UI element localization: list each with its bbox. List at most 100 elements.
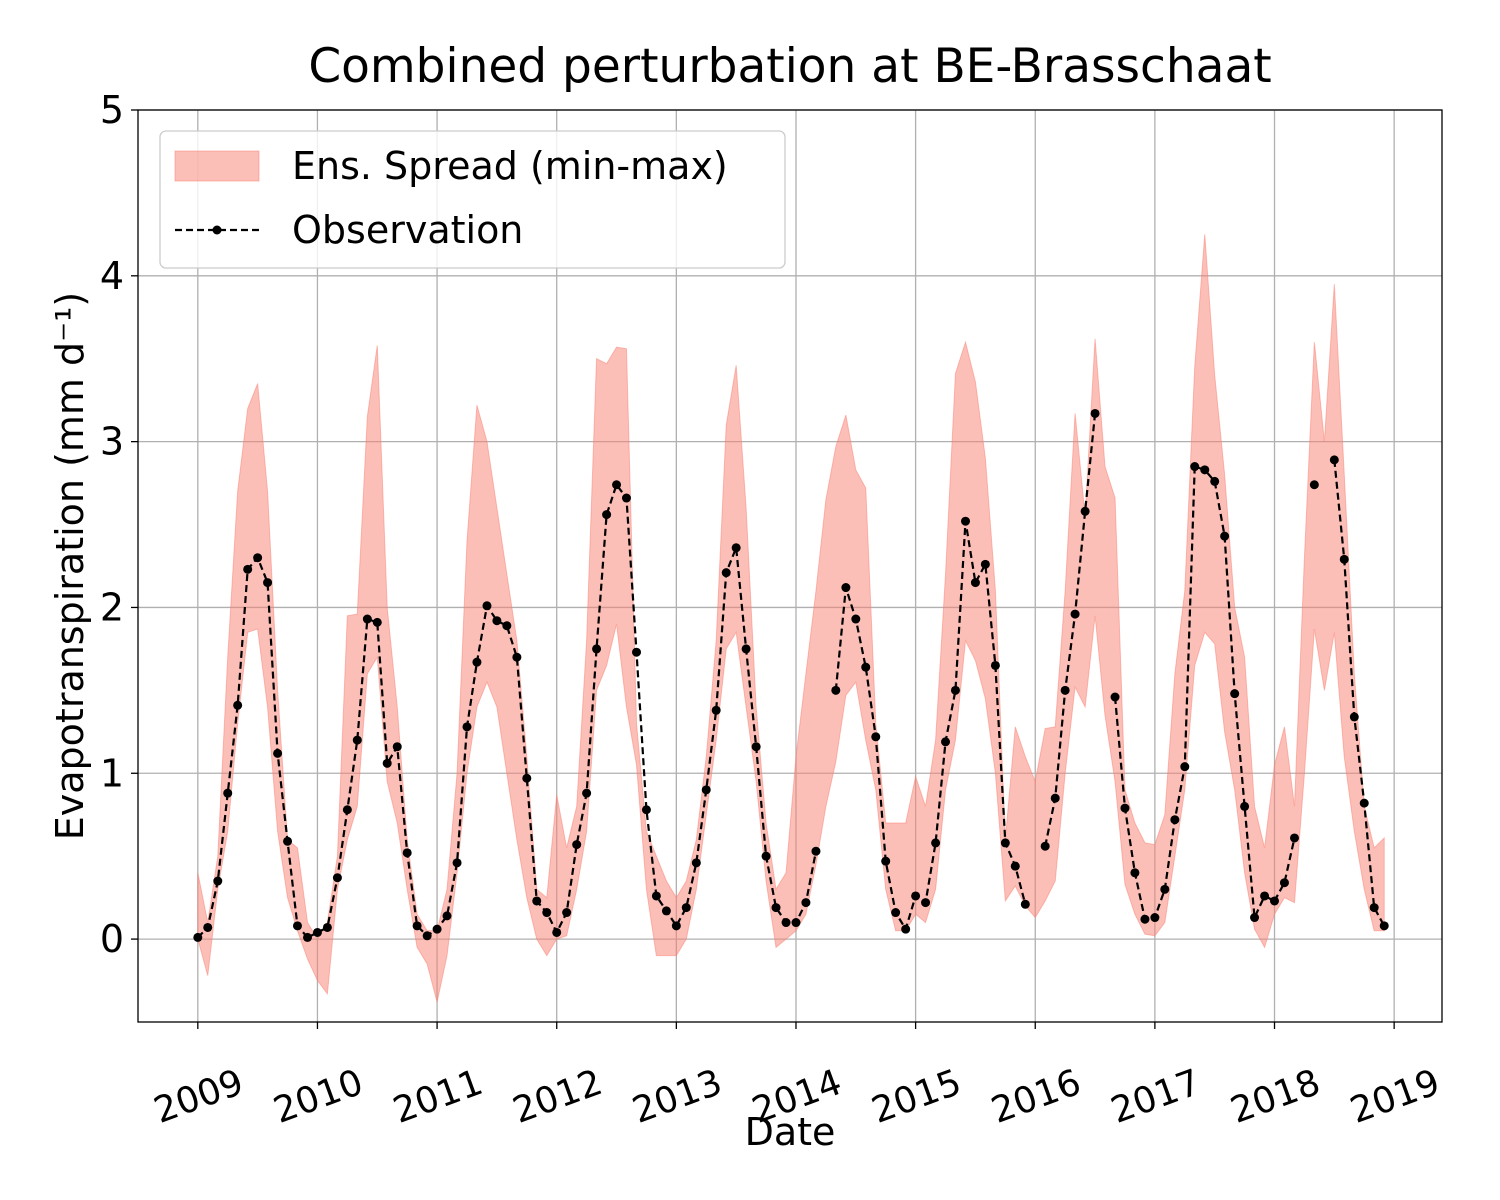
observation-point [193, 932, 203, 942]
observation-point [621, 493, 631, 503]
observation-point [1110, 692, 1120, 702]
observation-point [1200, 465, 1210, 475]
observation-point [1140, 914, 1150, 924]
legend: Ens. Spread (min-max) Observation [159, 130, 786, 269]
observation-point [1130, 868, 1140, 878]
observation-point [1060, 685, 1070, 695]
observation-point [472, 657, 482, 667]
observation-line [834, 521, 1027, 932]
observation-point [941, 737, 951, 747]
observation-point [771, 903, 781, 913]
observation-point [871, 732, 881, 742]
observation-point [1090, 408, 1100, 418]
observation-point [1000, 838, 1010, 848]
observation-point [651, 891, 661, 901]
observation-point [891, 908, 901, 918]
observation-point [921, 898, 931, 908]
observation-point [901, 924, 911, 934]
observation-point [1289, 833, 1299, 843]
observation-point [442, 911, 452, 921]
observation-point [1190, 462, 1200, 472]
observation-point [1220, 531, 1230, 541]
observation-point [1020, 899, 1030, 909]
observation-point [721, 568, 731, 578]
observation-point [382, 758, 392, 768]
observation-point [970, 578, 980, 588]
y-axis-label: Evapotranspiration (mm d⁻¹) [48, 292, 92, 840]
observation-point [1260, 891, 1270, 901]
y-tick-label: 2 [100, 585, 124, 629]
observation-point [1369, 903, 1379, 913]
observation-point [602, 510, 612, 520]
observation-point [283, 836, 293, 846]
x-tick-label: 2015 [867, 1062, 967, 1132]
observation-point [831, 685, 841, 695]
plot-frame [137, 109, 1443, 1023]
observation-point [1250, 913, 1260, 923]
observation-point [1070, 609, 1080, 619]
y-tick-label: 1 [100, 751, 124, 795]
observation-point [1349, 712, 1359, 722]
observation-point [911, 891, 921, 901]
observation-point [243, 564, 253, 574]
observation-point [931, 838, 941, 848]
observation-point [1359, 798, 1369, 808]
observation-point [1120, 803, 1130, 813]
observation-point [1210, 476, 1220, 486]
observation-point [1010, 861, 1020, 871]
chart-title: Combined perturbation at BE-Brasschaat [308, 39, 1271, 94]
observation-point [701, 785, 711, 795]
observation-point [1160, 884, 1170, 894]
x-tick-label: 2011 [388, 1062, 488, 1132]
observation-point [1270, 896, 1280, 906]
observation-point [961, 516, 971, 526]
observation-point [1339, 554, 1349, 564]
observation-point [612, 480, 622, 490]
legend-marker [212, 225, 222, 235]
x-tick-label: 2018 [1225, 1062, 1325, 1132]
y-tick-label: 4 [100, 254, 124, 298]
observation-point [233, 700, 243, 710]
x-tick-label: 2016 [986, 1062, 1086, 1132]
observation-point [303, 932, 313, 942]
observation-point [1240, 801, 1250, 811]
observation-point [990, 660, 1000, 670]
x-tick-label: 2009 [149, 1062, 249, 1132]
observation-point [741, 644, 751, 654]
observation-point [801, 898, 811, 908]
observation-point [223, 788, 233, 798]
observation-point [422, 931, 432, 941]
observation-point [322, 922, 332, 932]
observation-point [203, 922, 213, 932]
observation-point [352, 735, 362, 745]
observation-point [582, 788, 592, 798]
observation-point [342, 805, 352, 815]
legend-label: Observation [292, 208, 523, 252]
observation-point [213, 876, 223, 886]
x-axis-label: Date [745, 1110, 836, 1154]
observation-point [492, 616, 502, 626]
observation-point [841, 583, 851, 593]
observation-point [1309, 480, 1319, 490]
observation-point [572, 840, 582, 850]
legend-swatch [174, 150, 260, 182]
observation-point [522, 773, 532, 783]
observation-point [452, 858, 462, 868]
observation-point [482, 601, 492, 611]
observation-point [1329, 455, 1339, 465]
x-tick-label: 2012 [508, 1062, 608, 1132]
observation-point [562, 908, 572, 918]
observation-point [761, 851, 771, 861]
observation-point [292, 921, 302, 931]
observation-point [253, 553, 263, 563]
x-tick-label: 2010 [268, 1062, 368, 1132]
spread-band [197, 234, 1385, 1003]
y-tick-label: 3 [100, 420, 124, 464]
observation-point [312, 927, 322, 937]
observation-point [681, 903, 691, 913]
observation-point [1230, 689, 1240, 699]
observation-point [1170, 815, 1180, 825]
observation-point [881, 856, 891, 866]
observation-point [402, 848, 412, 858]
